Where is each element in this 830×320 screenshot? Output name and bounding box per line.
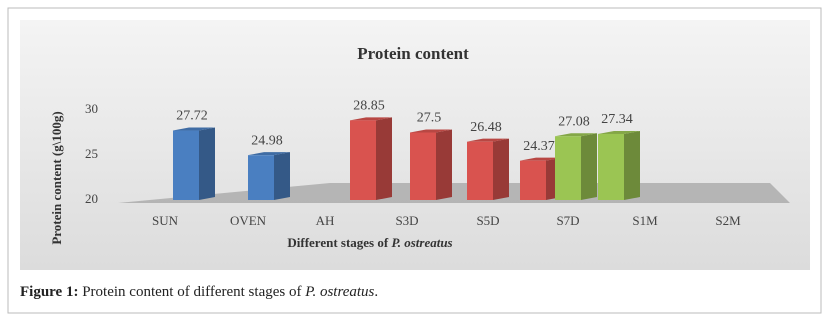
y-tick-label: 30: [85, 101, 98, 116]
bar: [555, 136, 581, 200]
caption-end: .: [374, 284, 379, 300]
bar: [173, 130, 199, 200]
bar-top: [467, 138, 509, 142]
bar-top: [520, 157, 562, 161]
caption-text: Protein content of different stages of: [78, 284, 306, 300]
bar: [467, 141, 493, 200]
bar: [520, 160, 546, 200]
x-axis-label-species: P. ostreatus: [391, 235, 452, 250]
bar-top: [350, 117, 392, 121]
bar-side: [199, 127, 215, 200]
chart-title: Protein content: [357, 44, 469, 63]
x-tick-label: S1M: [632, 213, 658, 228]
data-label: 26.48: [470, 120, 502, 135]
bar-top: [173, 127, 215, 131]
bar: [410, 132, 436, 200]
x-tick-label: S3D: [395, 213, 418, 228]
caption-label: Figure 1:: [20, 284, 79, 300]
bar-top: [555, 133, 597, 137]
data-label: 27.08: [558, 114, 590, 129]
x-tick-label: SUN: [152, 213, 179, 228]
bar-top: [598, 130, 640, 134]
bar-side: [624, 130, 640, 200]
bar: [598, 133, 624, 200]
bar-side: [376, 117, 392, 200]
caption-species: P. ostreatus: [305, 284, 375, 300]
bar-side: [493, 138, 509, 200]
y-tick-label: 25: [85, 146, 98, 161]
x-tick-label: AH: [316, 213, 335, 228]
bar-side: [436, 129, 452, 200]
x-tick-label: S5D: [476, 213, 499, 228]
bar-top: [410, 129, 452, 133]
data-label: 27.5: [417, 111, 442, 126]
x-axis-label-text: Different stages of: [287, 235, 391, 250]
bar-side: [274, 152, 290, 200]
x-tick-label: S2M: [715, 213, 741, 228]
data-label: 27.34: [601, 112, 633, 127]
figure-border: [7, 7, 822, 314]
y-axis-label: Protein content (g\100g): [49, 111, 64, 244]
data-label: 24.37: [523, 139, 555, 154]
y-tick-label: 20: [85, 191, 98, 206]
bar-top: [248, 152, 290, 156]
figure-caption: Figure 1: Protein content of different s…: [20, 284, 378, 301]
x-tick-label: OVEN: [230, 213, 267, 228]
bar-side: [581, 133, 597, 200]
bar: [248, 155, 274, 200]
x-axis-label: Different stages of P. ostreatus: [287, 235, 452, 250]
bar: [350, 120, 376, 200]
data-label: 27.72: [176, 109, 208, 124]
x-tick-label: S7D: [556, 213, 579, 228]
data-label: 24.98: [251, 133, 283, 148]
data-label: 28.85: [353, 99, 385, 114]
